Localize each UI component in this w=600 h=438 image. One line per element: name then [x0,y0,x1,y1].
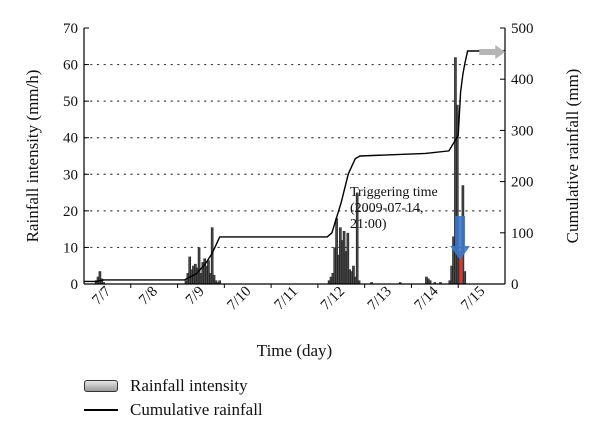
rainfall-bars [94,57,467,284]
triggering-annotation: Triggering time(2009-07-14,21:00) [350,45,506,260]
x-tick-label: 7/13 [365,284,395,314]
rainfall-bar [94,280,98,284]
rainfall-bar [426,278,430,284]
rainfall-bar [327,280,331,284]
triggering-arrow [450,216,471,260]
rainfall-bar [354,276,357,284]
rainfall-bar [102,282,105,284]
rainfall-bar [452,236,455,284]
y2-tick-label: 300 [511,123,534,139]
rainfall-bar [201,262,205,284]
rainfall-bar [195,267,199,284]
x-tick-label: 7/7 [89,283,114,308]
rainfall-bar [218,280,221,284]
y-tick-label: 40 [63,131,78,147]
rainfall-bar [184,280,188,284]
rainfall-bar [214,280,218,284]
triggering-bar [459,251,463,284]
x-axis-title: Time (day) [257,341,332,360]
annotation-text-line: 21:00) [350,217,387,232]
annotation-text-line: (2009-07-14, [350,201,424,216]
rainfall-bar [331,273,335,284]
rainfall-bar [433,282,437,284]
cumulative-line [84,50,505,283]
rainfall-bar [212,274,216,284]
rainfall-bar [337,254,340,284]
rainfall-bar [340,240,344,284]
x-tick-label: 7/12 [318,284,348,314]
rainfall-bar [210,227,214,284]
right-arrow-icon [479,45,506,60]
rainfall-bar [199,273,203,284]
y2-tick-label: 200 [511,175,534,191]
y-tick-label: 70 [63,21,78,37]
rainfall-bar [428,280,432,284]
axes: 0 10 20 30 40 50 60 70 0 100 200 300 400 500 7/7 7/8 7/9… [23,21,582,360]
rainfall-bar [370,282,373,284]
y-tick-label: 30 [63,167,78,183]
rainfall-bar [450,265,453,284]
bar-swatch [84,380,118,392]
x-tick-label: 7/8 [136,284,161,309]
rainfall-bar [209,273,212,284]
y2-tick-label: 0 [511,277,519,293]
y2-tick-label: 500 [511,21,534,37]
y-tick-label: 20 [63,204,78,220]
rainfall-bar [398,282,402,284]
rainfall-bar [207,260,210,284]
y-tick-label: 60 [63,58,78,74]
y-tick-label: 50 [63,94,78,110]
rainfall-bar [333,247,337,284]
rainfall-bar [216,282,220,284]
rainfall-bar [98,271,102,284]
y-axis-title: Rainfall intensity (mm/h) [23,70,42,243]
gridlines [83,63,506,249]
rainfall-bar [455,104,459,284]
rainfall-bar [329,276,333,284]
legend-item-cumulative-rainfall: Cumulative rainfall [84,398,384,422]
legend-label: Cumulative rainfall [130,400,263,419]
rainfall-bar [339,227,342,284]
legend-label: Rainfall intensity [130,376,248,395]
rainfall-bar [425,276,428,284]
legend-item-rainfall-intensity: Rainfall intensity [84,374,384,398]
rainfall-bar [454,57,457,284]
annotation-text-line: Triggering time [350,185,438,200]
y-tick-label: 10 [63,240,78,256]
x-tick-label: 7/14 [411,283,442,314]
y2-tick-label: 100 [511,226,534,242]
rainfall-bar [346,232,350,284]
rainfall-bar [448,280,452,284]
y-tick-label: 0 [71,277,79,293]
rainfall-bar [463,271,467,284]
rainfall-bar [197,247,201,284]
rainfall-bar [188,256,192,284]
y2-axis-title: Cumulative rainfall (mm) [563,69,582,244]
rainfall-bar [100,278,104,284]
rainfall-bar [344,251,348,284]
rainfall-bar [203,258,206,284]
line-swatch [84,409,118,411]
x-tick-label: 7/15 [458,284,488,314]
y2-tick-label: 400 [511,72,534,88]
rainfall-bar [457,251,461,284]
rainfall-bar [357,280,361,284]
rainfall-bar [348,269,351,284]
rainfall-bar [355,192,359,284]
rainfall-bar [439,282,442,284]
x-tick-label: 7/10 [224,284,254,314]
rainfall-bar [350,271,353,284]
x-tick-label: 7/9 [183,284,208,309]
rainfall-bar [342,230,346,284]
rainfall-chart: 0 10 20 30 40 50 60 70 0 100 200 300 400 500 7/7 7/8 7/9… [23,21,582,360]
rainfall-bar [352,265,355,284]
rainfall-bar [205,265,208,284]
rainfall-bar [335,218,338,284]
x-tick-label: 7/11 [272,284,302,314]
cumulative-rainfall-line [84,50,505,283]
legend: Rainfall intensity Cumulative rainfall [84,374,384,422]
